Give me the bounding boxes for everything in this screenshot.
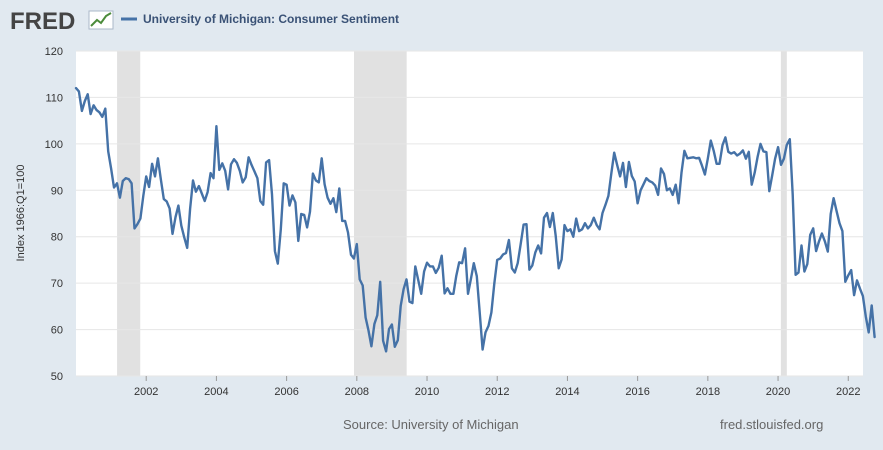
x-tick-label: 2008 — [345, 386, 369, 398]
y-tick-label: 120 — [45, 46, 63, 58]
recession-shading — [117, 51, 787, 376]
x-tick-label: 2004 — [204, 386, 228, 398]
recession-band — [354, 51, 407, 376]
y-tick-label: 110 — [45, 92, 63, 104]
y-tick-label: 80 — [51, 232, 63, 244]
x-tick-label: 2018 — [696, 386, 720, 398]
x-tick-label: 2016 — [625, 386, 649, 398]
y-axis-title: Index 1966:Q1=100 — [15, 165, 27, 262]
plot-area — [76, 51, 863, 376]
recession-band — [780, 51, 787, 376]
x-tick-label: 2020 — [766, 386, 790, 398]
x-axis-ticks: 2002 2004 2006 2008 2010 2012 2014 2016 2018 2020… — [134, 376, 860, 398]
series-layer — [74, 86, 876, 353]
y-tick-label: 70 — [51, 278, 63, 290]
series-line — [74, 86, 876, 353]
legend-label: University of Michigan: Consumer Sentime… — [143, 12, 399, 26]
y-tick-label: 50 — [51, 371, 63, 383]
x-tick-label: 2012 — [485, 386, 509, 398]
recession-band — [117, 51, 141, 376]
x-tick-label: 2014 — [555, 386, 579, 398]
y-tick-label: 100 — [45, 139, 63, 151]
site-link[interactable]: fred.stlouisfed.org — [720, 417, 823, 432]
y-tick-label: 90 — [51, 185, 63, 197]
fred-logo[interactable]: FRED — [10, 8, 75, 35]
x-tick-label: 2006 — [274, 386, 298, 398]
x-tick-label: 2022 — [836, 386, 860, 398]
x-tick-label: 2010 — [415, 386, 439, 398]
y-tick-label: 60 — [51, 325, 63, 337]
source-text: Source: University of Michigan — [343, 417, 519, 432]
x-tick-label: 2002 — [134, 386, 158, 398]
y-axis-ticks: 50 60 70 80 90 100 110 120 — [45, 46, 63, 383]
fred-logo-graph-icon — [88, 10, 114, 30]
